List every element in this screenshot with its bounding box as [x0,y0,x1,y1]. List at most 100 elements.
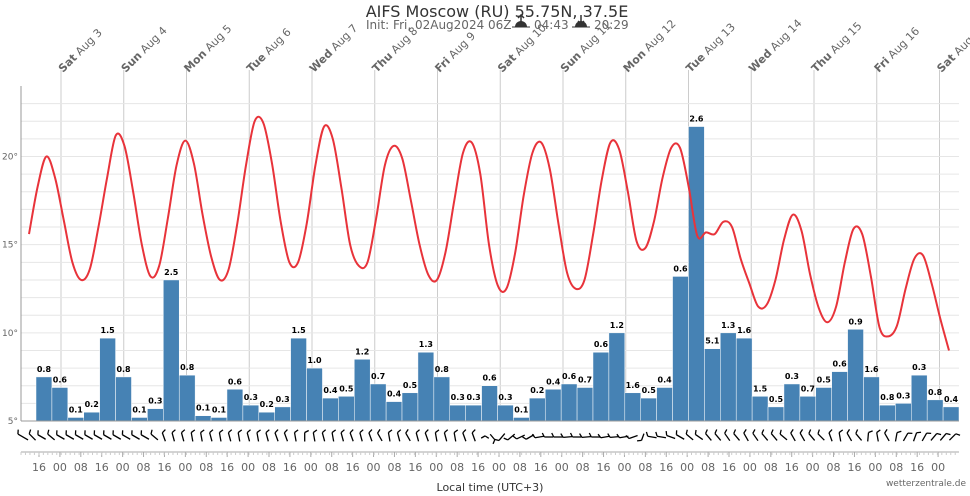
wind-barb [304,429,309,442]
precip-bar [274,406,291,422]
wind-barb [84,430,93,440]
wind-barb [480,435,490,439]
precip-value-label: 0.5 [403,381,418,390]
wind-barb [112,430,122,440]
wind-barb [799,429,806,442]
precip-value-label: 0.3 [467,393,481,402]
x-tick-label: 00 [492,461,506,474]
precip-value-label: 0.3 [148,397,162,406]
x-tick-label: 16 [283,461,297,474]
wind-barb [752,429,759,442]
precip-bar [401,392,419,422]
precip-bar [194,415,212,422]
wind-barb [636,433,645,442]
wind-barbs [17,429,961,445]
day-label: Tue Aug 6 [244,26,294,76]
wind-barb [121,430,131,440]
wind-barb [817,429,825,441]
precip-value-label: 1.5 [753,384,768,393]
x-tick-label: 00 [178,461,192,474]
precip-bar [385,401,403,422]
x-tick-label: 00 [367,461,381,474]
x-tick-label: 00 [429,461,443,474]
credit: wetterzentrale.de [886,479,967,489]
precip-value-label: 0.6 [673,264,688,273]
wind-barb [37,430,47,440]
wind-barb [579,433,591,439]
y-tick-label: 5° [8,417,18,427]
wind-barb [855,429,863,441]
wind-barb [424,429,429,442]
wind-barb [694,429,704,441]
precip-bar [226,389,244,422]
wind-barb [209,429,214,442]
precip-bar [513,417,530,422]
wind-barb [265,429,270,442]
x-tick-label: 00 [304,461,318,474]
precip-value-label: 0.4 [944,395,959,404]
precip-value-label: 1.5 [101,326,116,335]
precip-bar [67,417,84,422]
day-label: Sun Aug 4 [119,24,170,75]
precip-value-label: 0.3 [276,395,290,404]
precip-value-label: 1.3 [721,321,735,330]
precip-value-label: 0.1 [69,405,84,414]
precip-bar [863,376,880,422]
wind-barb [597,433,610,439]
wind-barb [237,429,243,442]
wind-barb [733,429,741,441]
precip-bar [354,359,371,422]
wind-barb [462,429,467,442]
wind-barb [876,429,881,442]
wind-barb [838,429,844,442]
precip-bar [544,389,562,422]
wind-barb [714,429,722,441]
wind-barb [779,429,788,441]
precip-bar [449,404,466,422]
day-label: Mon Aug 12 [621,17,679,75]
precip-value-label: 0.1 [514,405,529,414]
wind-barb [56,430,65,440]
wind-barb [312,429,318,442]
day-label: Wed Aug 14 [746,17,804,75]
wind-barb [150,429,159,441]
wind-barb [74,430,84,440]
y-axis-ticks: 5° 10° 15° 20° [2,153,18,427]
precip-bar [592,351,610,422]
precip-bar [210,417,228,422]
chart-title: AIFS Moscow (RU) 55.75N, 37.5E [366,2,629,21]
day-label: Sat Aug 3 [56,26,105,75]
wind-barb [28,429,37,441]
precip-bar [831,371,848,422]
precip-bar [322,397,339,422]
precip-bar [35,376,53,422]
wind-barb [569,432,582,438]
precip-value-label: 0.5 [642,386,657,395]
wind-barb [512,434,526,440]
precip-value-label: 0.4 [658,376,673,385]
x-tick-label: 16 [157,461,171,474]
precip-bar [847,329,864,422]
precip-value-label: 0.6 [833,360,848,369]
precip-bar [735,337,753,422]
y-tick-label: 15° [2,241,18,251]
precip-value-label: 0.8 [928,388,943,397]
precip-bar [417,351,435,422]
wind-barb [377,429,383,442]
y-tick-label: 10° [2,329,18,339]
precip-bar [338,396,355,422]
temperature-line [28,115,950,351]
wind-barb [665,430,676,440]
wind-barb [274,429,279,442]
wind-barb [743,429,749,442]
precip-value-label: 0.7 [801,384,815,393]
wind-barb [912,431,922,442]
wind-barb [770,429,778,441]
precipitation-labels: 0.80.60.10.21.50.80.10.32.50.80.1 0.10.60… [37,115,959,415]
x-tick-label: 00 [116,461,130,474]
precip-value-label: 0.5 [339,384,354,393]
x-tick-label: 08 [764,461,778,474]
precip-bar [942,406,960,422]
precip-value-label: 0.3 [785,372,799,381]
